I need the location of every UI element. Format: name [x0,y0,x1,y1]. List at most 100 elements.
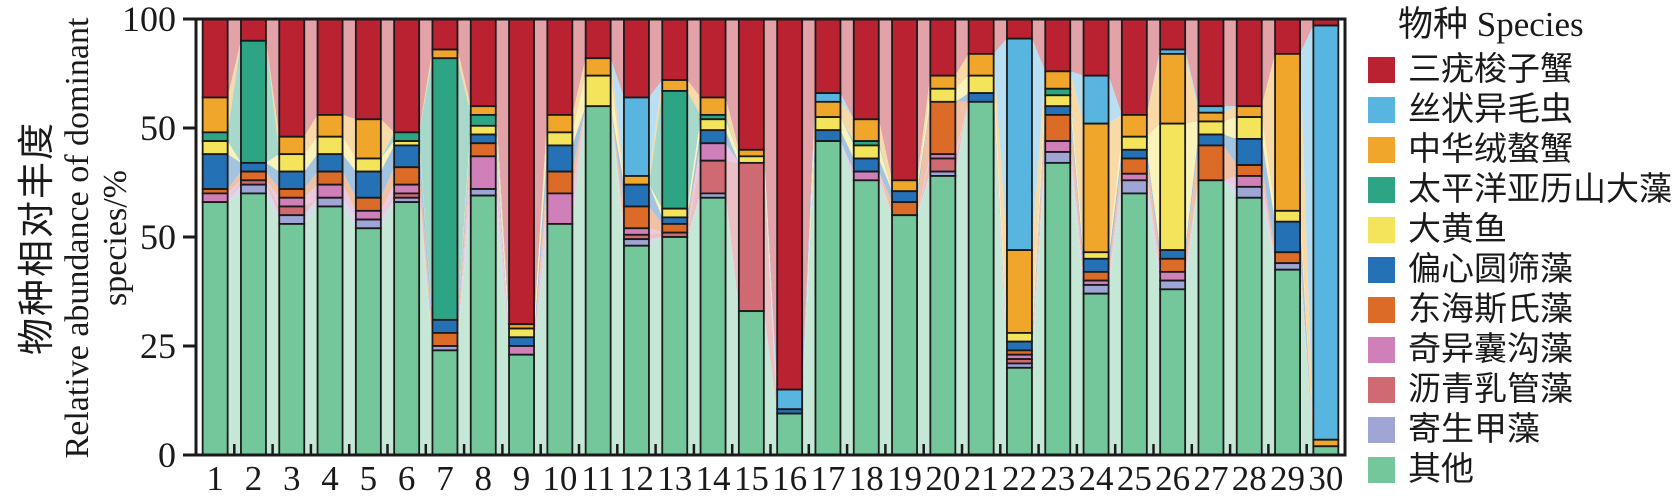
bar-segment [699,18,727,99]
bar-16 [776,18,804,456]
flow-大黄鱼 [495,125,510,338]
flow-其他 [457,195,471,455]
bar-segment [1197,105,1225,114]
flow-奇异囊沟藻 [955,101,969,159]
bar-segment [699,196,727,456]
bar-19 [891,18,918,456]
flow-其他 [265,193,280,455]
bar-segment [929,18,957,77]
flow-中华绒螯蟹 [419,49,433,133]
flow-寄生甲藻 [380,197,395,229]
bar-segment [891,179,918,193]
bar-segment [278,188,306,199]
x-tick-label: 27 [1193,459,1228,496]
bar-segment [316,153,344,173]
flow-丝状异毛虫 [840,93,854,120]
bar-segment [354,170,382,199]
x-tick-label: 18 [849,459,884,496]
bar-25 [1120,18,1148,456]
flow-偏心圆筛藻 [763,162,778,414]
flow-三疣梭子蟹 [1185,19,1199,107]
bar-segment [431,48,459,60]
flow-奇异囊沟藻 [457,156,471,346]
flow-太平洋亚历山大藻 [878,141,893,192]
bar-segment [1082,122,1110,254]
x-tick-label: 28 [1232,459,1267,496]
flow-奇异囊沟藻 [495,156,510,355]
legend-swatch [1368,97,1395,123]
bar-segment [661,207,689,219]
flow-偏心圆筛藻 [802,130,816,414]
x-tick-label: 11 [581,459,615,496]
bar-segment [546,131,574,147]
flow-其他 [687,197,701,455]
bar-segment [278,205,306,217]
legend-item: 中华绒螯蟹 [1358,130,1673,170]
bar-segment [354,118,382,160]
flow-太平洋亚历山大藻 [725,114,739,157]
flow-其他 [610,106,624,455]
bar-segment [469,114,497,127]
flow-寄生甲藻 [610,106,624,246]
flow-太平洋亚历山大藻 [648,90,663,209]
bar-segment [967,74,995,95]
bar-segment [1082,270,1110,282]
flow-寄生甲藻 [725,193,739,312]
flow-寄生甲藻 [419,197,433,351]
flow-其他 [342,206,356,455]
flow-其他 [380,202,395,455]
flow-奇异囊沟藻 [840,141,854,181]
x-tick-label: 5 [360,459,378,496]
x-axis-ticks [233,444,1308,454]
bar-segment [201,192,229,204]
flow-中华绒螯蟹 [1108,114,1122,253]
flow-偏心圆筛藻 [380,145,395,198]
legend-item-label: 大黄鱼 [1408,211,1507,248]
bar-10 [546,18,574,456]
bar-segment [1159,18,1187,51]
flow-其他 [725,197,739,455]
x-tick-label: 26 [1155,459,1190,496]
flow-寄生甲藻 [1108,180,1122,294]
bar-segment [814,92,842,103]
bar-segment [737,161,765,313]
flow-中华绒螯蟹 [304,114,318,155]
flow-大黄鱼 [763,156,778,410]
flow-奇异囊沟藻 [1261,175,1276,264]
flow-大黄鱼 [610,75,624,185]
y-tick-label: 50 [140,108,176,148]
bar-segment [1044,87,1072,97]
flow-寄生甲藻 [342,197,356,229]
bar-segment [508,18,535,326]
flow-偏心圆筛藻 [648,184,663,224]
bar-29 [1274,18,1301,456]
flow-东海斯氏藻 [878,171,893,216]
bar-segment [469,124,497,136]
flow-丝状异毛虫 [1031,38,1046,251]
flow-其他 [840,141,854,455]
bar-segment [1044,140,1072,153]
bar-segment [546,114,574,134]
flow-东海斯氏藻 [1146,158,1161,272]
x-tick-label: 17 [810,459,845,496]
flow-其他 [304,206,318,455]
flow-东海斯氏藻 [917,101,931,216]
flow-东海斯氏藻 [265,171,280,198]
bar-segment [354,218,382,230]
bar-segment [623,244,650,456]
flow-偏心圆筛藻 [1146,149,1161,259]
bar-segment [240,161,267,173]
flow-沥青乳管藻 [1031,151,1046,364]
bar-segment [1312,438,1340,448]
flow-三疣梭子蟹 [1146,19,1161,115]
x-tick-label: 16 [772,459,807,496]
flow-东海斯氏藻 [457,143,471,346]
flow-寄生甲藻 [265,184,280,224]
bar-segment [1082,284,1110,295]
flow-中华绒螯蟹 [802,101,816,410]
flow-三疣梭子蟹 [304,19,318,137]
flow-东海斯氏藻 [1108,158,1122,281]
legend-swatch [1368,457,1395,483]
flow-三疣梭子蟹 [342,19,356,120]
